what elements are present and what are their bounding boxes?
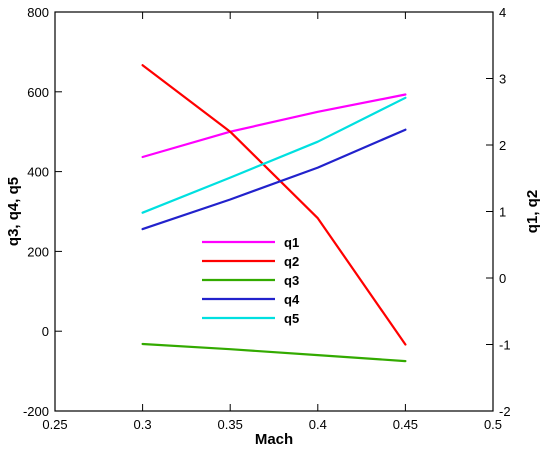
series-line-q2 — [141, 64, 407, 346]
series-line-q3 — [141, 342, 407, 363]
y-right-tick-label: 1 — [499, 205, 506, 220]
y-right-tick-label: 4 — [499, 5, 506, 20]
series-line-q1 — [141, 93, 407, 159]
y-left-axis-title: q3, q4, q5 — [5, 177, 22, 246]
y-right-axis-title: q1, q2 — [524, 190, 541, 233]
y-left-tick-label: 200 — [27, 244, 49, 259]
x-tick-label: 0.25 — [42, 417, 67, 432]
y-right-tick-label: 2 — [499, 138, 506, 153]
y-right-tick-label: -2 — [499, 404, 511, 419]
y-right-tick-label: 3 — [499, 72, 506, 87]
x-tick-label: 0.3 — [134, 417, 152, 432]
x-tick-label: 0.45 — [393, 417, 418, 432]
legend-label-q4: q4 — [284, 292, 300, 307]
y-right-tick-label: 0 — [499, 271, 506, 286]
x-tick-label: 0.5 — [484, 417, 502, 432]
legend-label-q1: q1 — [284, 235, 299, 250]
y-left-tick-label: 800 — [27, 5, 49, 20]
series-line-q5 — [141, 96, 407, 214]
series-line-q4 — [141, 128, 407, 231]
y-left-tick-label: -200 — [23, 404, 49, 419]
y-left-tick-label: 600 — [27, 85, 49, 100]
legend-label-q2: q2 — [284, 254, 299, 269]
x-tick-label: 0.35 — [218, 417, 243, 432]
y-left-tick-label: 400 — [27, 165, 49, 180]
y-left-tick-label: 0 — [42, 324, 49, 339]
legend-label-q3: q3 — [284, 273, 299, 288]
x-tick-label: 0.4 — [309, 417, 327, 432]
y-right-tick-label: -1 — [499, 338, 511, 353]
legend-label-q5: q5 — [284, 311, 299, 326]
x-axis-title: Mach — [255, 431, 293, 448]
